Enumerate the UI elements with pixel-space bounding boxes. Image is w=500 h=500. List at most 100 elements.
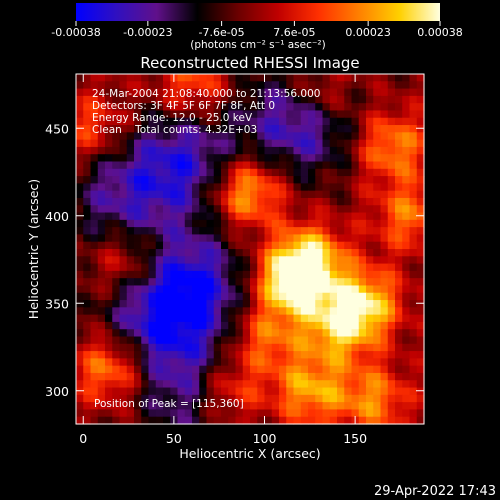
heatmap-cell — [329, 190, 338, 199]
heatmap-cell — [112, 183, 121, 192]
heatmap-cell — [155, 110, 164, 119]
heatmap-cell — [322, 358, 331, 367]
heatmap-cell — [90, 321, 99, 330]
heatmap-cell — [134, 394, 142, 403]
heatmap-cell — [271, 205, 280, 214]
heatmap-cell — [358, 300, 367, 308]
heatmap-cell — [315, 183, 324, 192]
heatmap-cell — [322, 270, 331, 279]
heatmap-cell — [76, 409, 84, 418]
heatmap-cell — [257, 176, 266, 184]
heatmap-cell — [264, 256, 273, 265]
heatmap-cell — [155, 278, 164, 287]
heatmap-cell — [155, 74, 164, 82]
heatmap-cell — [170, 161, 179, 170]
heatmap-cell — [235, 307, 244, 316]
heatmap-cell — [315, 241, 324, 250]
heatmap-cell — [112, 256, 121, 265]
heatmap-cell — [358, 394, 367, 403]
heatmap-cell — [163, 154, 171, 163]
heatmap-cell — [112, 300, 121, 308]
heatmap-cell — [105, 402, 113, 411]
heatmap-cell — [322, 351, 331, 359]
chart-title: Reconstructed RHESSI Image — [140, 54, 359, 72]
heatmap-cell — [177, 380, 186, 389]
heatmap-cell — [344, 321, 353, 330]
heatmap-cell — [126, 227, 135, 236]
annotation-peak-position: Position of Peak = [115,360] — [94, 398, 244, 410]
heatmap-cell — [351, 205, 360, 214]
heatmap-cell — [344, 205, 353, 214]
heatmap-cell — [242, 263, 251, 272]
heatmap-cell — [286, 81, 295, 90]
heatmap-cell — [358, 402, 367, 411]
heatmap-cell — [264, 168, 273, 177]
heatmap-cell — [373, 125, 382, 133]
heatmap-cell — [358, 88, 367, 97]
heatmap-cell — [155, 183, 164, 192]
heatmap-cell — [395, 336, 403, 345]
heatmap-cell — [105, 365, 113, 374]
heatmap-cell — [358, 314, 367, 323]
heatmap-cell — [199, 292, 208, 301]
heatmap-cell — [76, 314, 84, 323]
heatmap-cell — [387, 212, 396, 221]
heatmap-cell — [409, 307, 418, 316]
heatmap-cell — [90, 132, 99, 141]
heatmap-cell — [271, 394, 280, 403]
heatmap-cell — [206, 263, 215, 272]
heatmap-cell — [257, 110, 266, 119]
heatmap-cell — [264, 227, 273, 236]
heatmap-cell — [329, 74, 338, 82]
heatmap-cell — [329, 329, 338, 338]
heatmap-cell — [97, 343, 106, 352]
heatmap-cell — [387, 103, 396, 112]
heatmap-cell — [163, 365, 171, 374]
heatmap-cell — [235, 183, 244, 192]
heatmap-cell — [192, 343, 200, 352]
heatmap-cell — [199, 110, 208, 119]
heatmap-cell — [257, 205, 266, 214]
heatmap-cell — [199, 365, 208, 374]
heatmap-cell — [192, 234, 200, 243]
heatmap-cell — [163, 270, 171, 279]
heatmap-cell — [395, 190, 403, 199]
heatmap-cell — [199, 285, 208, 294]
heatmap-cell — [83, 256, 92, 265]
heatmap-cell — [105, 343, 113, 352]
heatmap-cell — [358, 139, 367, 148]
heatmap-cell — [206, 205, 215, 214]
heatmap-cell — [395, 249, 403, 257]
heatmap-cell — [105, 394, 113, 403]
heatmap-cell — [322, 183, 331, 192]
heatmap-cell — [373, 205, 382, 214]
heatmap-cell — [228, 95, 237, 104]
heatmap-cell — [279, 197, 287, 206]
heatmap-cell — [213, 146, 222, 155]
heatmap-cell — [155, 270, 164, 279]
heatmap-cell — [402, 409, 411, 418]
heatmap-cell — [416, 300, 425, 308]
heatmap-cell — [170, 212, 179, 221]
heatmap-cell — [213, 125, 222, 133]
heatmap-cell — [192, 146, 200, 155]
heatmap-cell — [141, 212, 150, 221]
heatmap-cell — [105, 358, 113, 367]
heatmap-cell — [409, 219, 418, 228]
heatmap-cell — [163, 125, 171, 133]
heatmap-cell — [134, 146, 142, 155]
heatmap-cell — [300, 270, 309, 279]
heatmap-cell — [380, 343, 389, 352]
heatmap-cell — [358, 95, 367, 104]
heatmap-cell — [264, 234, 273, 243]
heatmap-cell — [184, 241, 193, 250]
heatmap-cell — [271, 146, 280, 155]
heatmap-cell — [242, 256, 251, 265]
heatmap-cell — [170, 183, 179, 192]
heatmap-cell — [242, 234, 251, 243]
heatmap-cell — [322, 241, 331, 250]
heatmap-cell — [395, 321, 403, 330]
heatmap-cell — [416, 139, 425, 148]
heatmap-cell — [395, 176, 403, 184]
heatmap-cell — [192, 212, 200, 221]
